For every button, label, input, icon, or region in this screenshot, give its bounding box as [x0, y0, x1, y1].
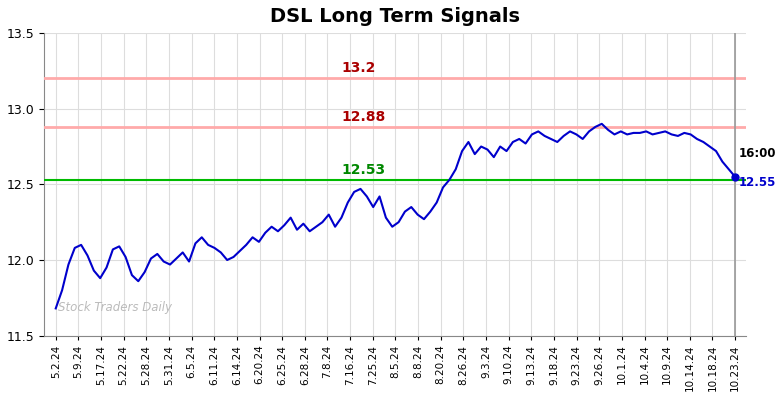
Text: 12.53: 12.53: [341, 163, 385, 177]
Text: 13.2: 13.2: [341, 61, 376, 75]
Text: Stock Traders Daily: Stock Traders Daily: [59, 301, 172, 314]
Text: 12.55: 12.55: [739, 176, 776, 189]
Title: DSL Long Term Signals: DSL Long Term Signals: [270, 7, 521, 26]
Text: 16:00: 16:00: [739, 147, 776, 160]
Text: 12.88: 12.88: [341, 110, 385, 124]
